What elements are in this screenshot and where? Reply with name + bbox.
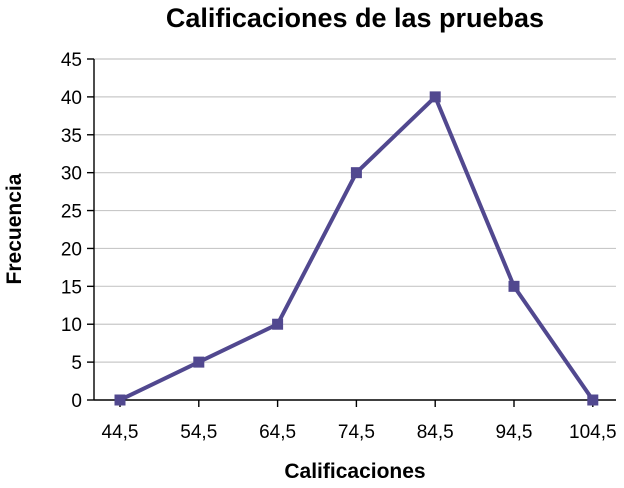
x-tick-label: 94,5 [496, 422, 533, 443]
axes [87, 58, 616, 407]
x-tick-label: 74,5 [338, 422, 375, 443]
y-tick-label: 0 [71, 391, 82, 412]
y-tick-label: 20 [61, 239, 82, 260]
data-point [114, 394, 126, 406]
y-tick-label: 25 [61, 202, 82, 223]
x-axis-label: Calificaciones [284, 460, 425, 483]
data-point [193, 356, 205, 368]
y-tick-label: 45 [61, 50, 82, 71]
x-tick-label: 84,5 [417, 422, 454, 443]
y-axis-label: Frecuencia [3, 173, 26, 284]
x-tick-labels: 44,5 54,5 64,5 74,5 84,5 94,5 104,5 [102, 422, 617, 443]
data-point [587, 394, 599, 406]
grid-lines [94, 58, 616, 363]
data-point [508, 280, 520, 292]
x-tick-label: 104,5 [569, 422, 617, 443]
y-tick-label: 5 [71, 353, 82, 374]
data-point [429, 91, 441, 103]
y-tick-labels: 0 5 10 15 20 25 30 35 40 45 [61, 50, 82, 412]
y-tick-label: 40 [61, 88, 82, 109]
y-tick-label: 15 [61, 277, 82, 298]
y-tick-label: 30 [61, 164, 82, 185]
y-tick-label: 35 [61, 126, 82, 147]
x-tick-label: 44,5 [102, 422, 139, 443]
data-point [350, 167, 362, 179]
y-tick-label: 10 [61, 315, 82, 336]
chart-title: Calificaciones de las pruebas [166, 3, 544, 33]
series [114, 91, 599, 406]
x-tick-label: 54,5 [180, 422, 217, 443]
data-point [272, 318, 284, 330]
x-tick-label: 64,5 [259, 422, 296, 443]
